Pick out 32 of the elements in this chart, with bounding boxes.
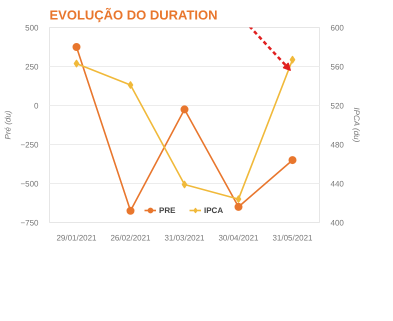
- point: [182, 180, 188, 188]
- x-tick-label: 31/05/2021: [272, 234, 314, 242]
- y2-tick-label: 480: [330, 140, 344, 150]
- legend-label: PRE: [159, 206, 176, 214]
- point: [128, 81, 134, 90]
- y2-tick-label: 520: [330, 102, 344, 110]
- point: [180, 105, 188, 114]
- legend-label: IPCA: [204, 206, 224, 214]
- y-tick-label: −750: [20, 218, 40, 228]
- y-tick-label: −250: [20, 140, 40, 150]
- y2-tick-label: 600: [330, 24, 344, 32]
- chart-title: EVOLUÇÃO DO DURATION: [50, 8, 218, 22]
- y-axis-title: Pré (du): [3, 110, 12, 140]
- y-tick-label: 500: [25, 24, 40, 32]
- y-tick-label: −500: [20, 180, 40, 188]
- x-tick-label: 30/04/2021: [218, 234, 260, 242]
- y2-tick-label: 440: [330, 180, 344, 188]
- point: [72, 43, 80, 51]
- x-tick-label: 26/02/2021: [110, 234, 152, 242]
- x-tick-label: 29/01/2021: [56, 234, 98, 242]
- x-tick-label: 31/03/2021: [164, 234, 206, 242]
- y2-axis-title: IPCA (du): [352, 107, 361, 143]
- point: [288, 156, 296, 164]
- y-tick-label: 250: [25, 62, 40, 72]
- point: [234, 202, 242, 211]
- y-tick-label: 0: [34, 102, 40, 110]
- point: [236, 195, 242, 204]
- point: [126, 206, 134, 215]
- point: [290, 56, 296, 64]
- y2-tick-label: 400: [330, 218, 344, 228]
- y2-tick-label: 560: [330, 62, 344, 72]
- point: [74, 60, 80, 68]
